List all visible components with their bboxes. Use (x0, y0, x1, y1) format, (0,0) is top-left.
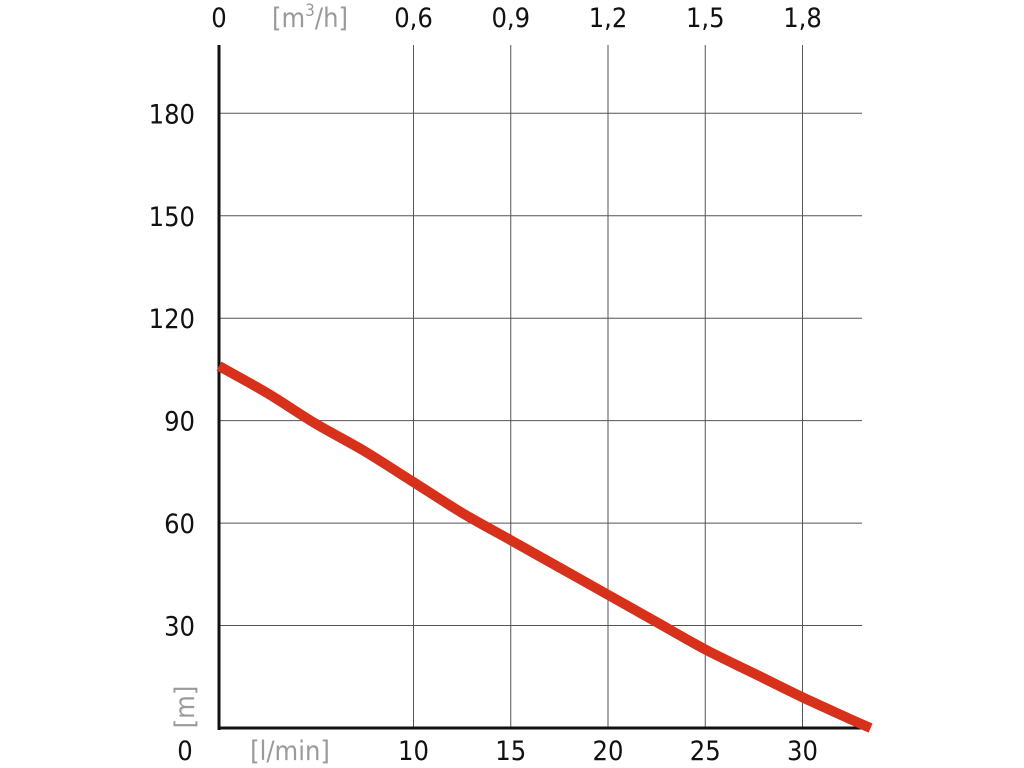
x-axis-unit-label: [l/min] (250, 736, 330, 767)
y-tick-label: 150 (149, 202, 195, 233)
series-line (216, 361, 873, 733)
axes (217, 45, 862, 730)
series-group (216, 361, 873, 733)
x2-tick-label: 0,9 (491, 3, 530, 34)
y-tick-label: 120 (149, 304, 195, 335)
y-tick-label: 90 (164, 407, 195, 438)
x-tick-label: 25 (690, 736, 721, 767)
x-tick-label: 30 (787, 736, 818, 767)
x2-tick-label: 1,5 (686, 3, 725, 34)
x2-tick-label: 1,8 (783, 3, 822, 34)
x-tick-label: 20 (593, 736, 624, 767)
y-tick-label: 60 (164, 509, 195, 540)
x2-tick-label: 1,2 (589, 3, 628, 34)
grid (219, 45, 862, 728)
x2-tick-label: 0 (211, 3, 226, 34)
x-tick-label: 0 (177, 736, 192, 767)
y-tick-label: 30 (164, 612, 195, 643)
tick-labels: 0 10 15 20 25 30 0 0,6 0,9 1,2 1,5 1,8 30 60 90 120 150 1… (149, 3, 822, 767)
x-tick-label: 15 (495, 736, 526, 767)
x-tick-label: 10 (398, 736, 429, 767)
y-tick-label: 180 (149, 99, 195, 130)
x2-axis-unit-label: [m3/h] (272, 1, 348, 34)
y-axis-unit-label: [m] (170, 686, 201, 729)
x2-tick-label: 0,6 (394, 3, 433, 34)
